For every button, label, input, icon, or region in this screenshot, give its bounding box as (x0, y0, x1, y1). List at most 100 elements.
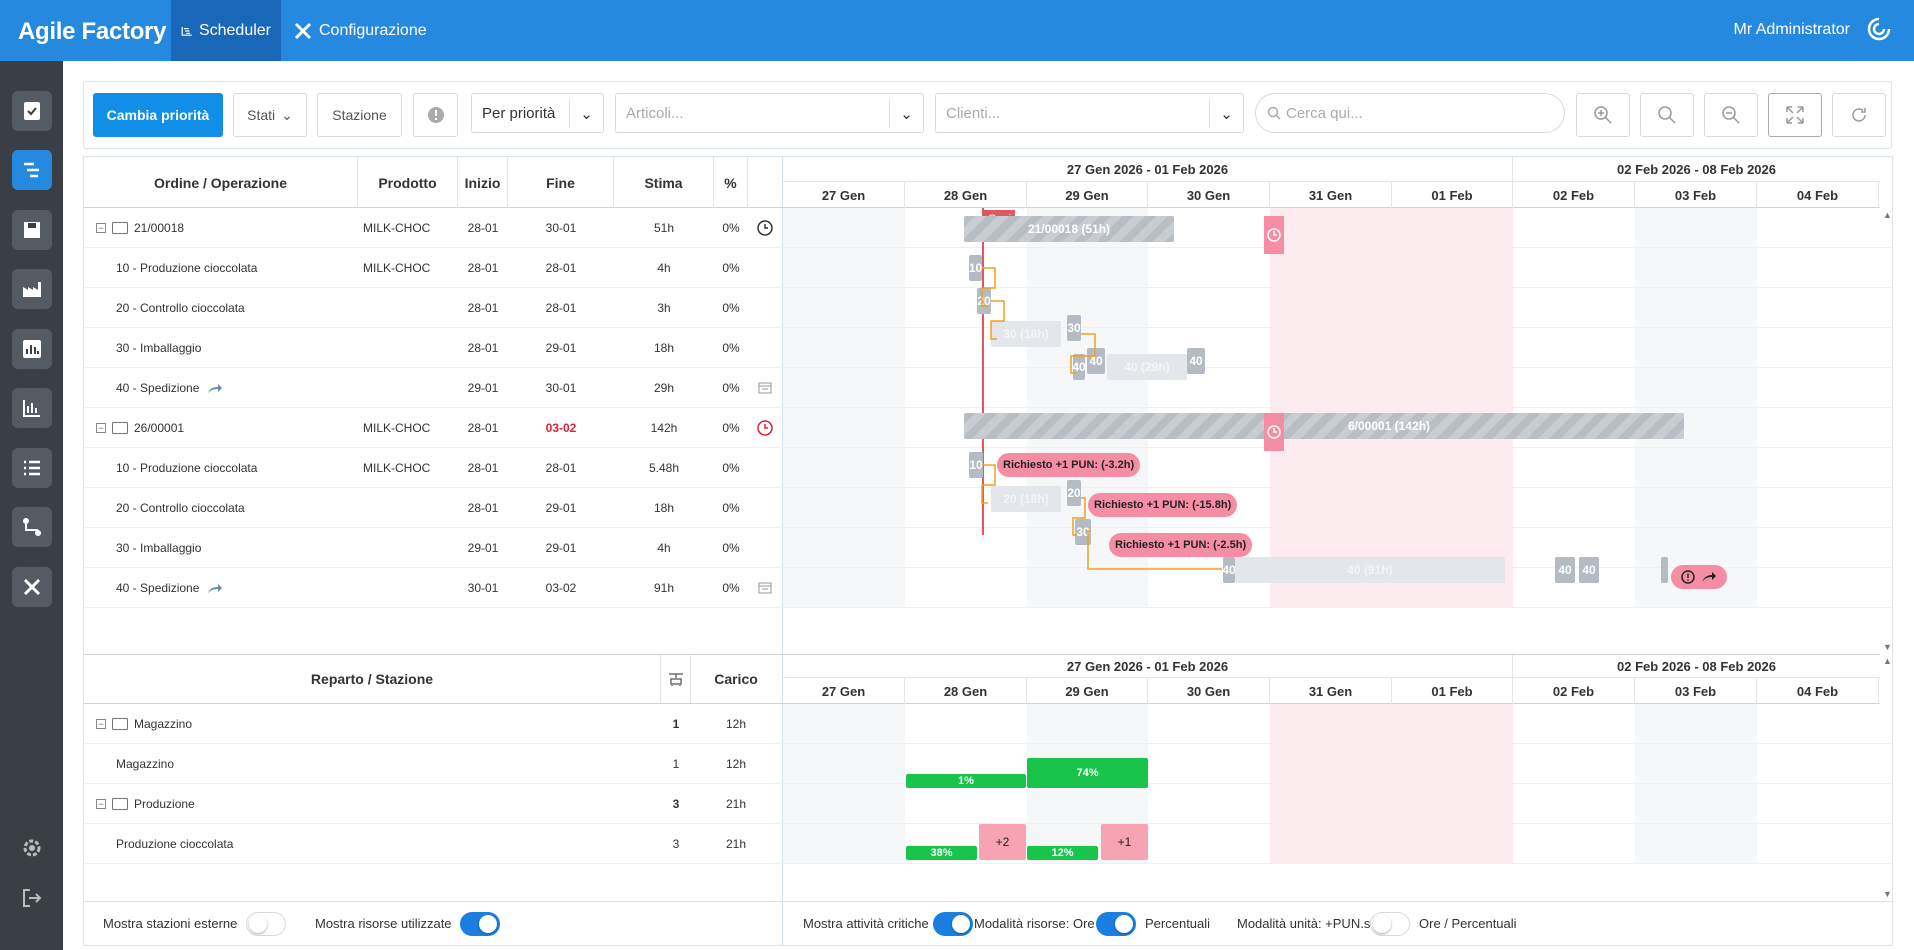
header-machine[interactable] (661, 655, 691, 703)
calendar-icon[interactable] (748, 368, 782, 408)
zoom-in-button[interactable] (1576, 93, 1630, 137)
operation-row[interactable]: 30 - Imballaggio 28-01 29-01 18h 0% (84, 328, 783, 368)
sidebar-item-tools[interactable] (12, 567, 52, 607)
department-row[interactable]: − Produzione 3 21h (84, 784, 783, 824)
station-row[interactable]: Produzione cioccolata 3 21h (84, 824, 783, 864)
op-bar[interactable]: 40 (1073, 354, 1085, 380)
search-input[interactable]: Cerca qui... (1255, 93, 1565, 133)
settings-button[interactable] (18, 834, 46, 862)
calendar-icon[interactable] (748, 568, 782, 608)
order-row[interactable]: − 21/00018 MILK-CHOC 28-01 30-01 51h 0% (84, 208, 783, 248)
sort-select[interactable]: Per priorità ⌄ (471, 93, 604, 133)
scheduler-icon (181, 26, 192, 36)
header-reparto[interactable]: Reparto / Stazione (84, 655, 661, 703)
op-bar[interactable] (1661, 557, 1668, 583)
toggle-risorse[interactable] (460, 912, 500, 936)
articoli-select[interactable]: Articoli... ⌄ (615, 93, 924, 133)
order-row[interactable]: − 26/00001 MILK-CHOC 28-01 03-02 142h 0% (84, 408, 783, 448)
operation-row[interactable]: 40 - Spedizione 30-01 03-02 91h 0% (84, 568, 783, 608)
tab-configurazione[interactable]: Configurazione (283, 0, 437, 61)
load-bar[interactable]: 12% (1027, 846, 1098, 860)
op-bar[interactable]: 20 (977, 288, 991, 314)
op-bar[interactable]: 20 (1067, 480, 1081, 506)
operation-row[interactable]: 10 - Produzione cioccolata MILK-CHOC 28-01… (84, 448, 783, 488)
toggle-modalita-unita[interactable] (1370, 912, 1410, 936)
op-bar[interactable]: 10 (969, 255, 982, 281)
header-fine[interactable]: Fine (508, 157, 614, 208)
zoom-out-button[interactable] (1704, 93, 1758, 137)
collapse-icon[interactable]: − (96, 799, 106, 809)
sidebar-item-list[interactable] (12, 448, 52, 488)
alert-button[interactable] (413, 93, 458, 137)
sidebar-item-save[interactable] (12, 210, 52, 250)
operation-row[interactable]: 30 - Imballaggio 29-01 29-01 4h 0% (84, 528, 783, 568)
op-bar[interactable]: 40 (91h) (1235, 557, 1505, 583)
fine-cell: 29-01 (545, 341, 577, 355)
stima-cell: 18h (653, 341, 675, 355)
header-stima[interactable]: Stima (614, 157, 714, 208)
overload-bar[interactable]: +2 (979, 824, 1026, 860)
op-bar[interactable]: 30 (1075, 519, 1091, 545)
user-name[interactable]: Mr Administrator (1733, 21, 1850, 38)
warning-tag[interactable]: Richiesto +1 PUN: (-3.2h) (997, 453, 1141, 477)
operation-row[interactable]: 10 - Produzione cioccolata MILK-CHOC 28-01… (84, 248, 783, 288)
op-bar[interactable]: 10 (969, 452, 983, 478)
op-bar[interactable]: 40 (1579, 557, 1599, 583)
order-bar-21-00018[interactable]: 21/00018 (51h) (964, 216, 1174, 242)
change-priority-button[interactable]: Cambia priorità (93, 93, 223, 137)
clienti-select[interactable]: Clienti... ⌄ (935, 93, 1244, 133)
op-bar[interactable]: 40 (1223, 557, 1235, 583)
sidebar-item-reports[interactable] (12, 329, 52, 369)
sidebar-item-analytics[interactable] (12, 388, 52, 428)
operation-row[interactable]: 20 - Controllo cioccolata 28-01 28-01 3h 0% (84, 288, 783, 328)
refresh-button[interactable] (1832, 93, 1886, 137)
toggle-modalita-risorse[interactable] (1096, 912, 1136, 936)
sidebar-item-flow[interactable] (12, 507, 52, 547)
load-bar[interactable]: 74% (1027, 758, 1148, 788)
stati-button[interactable]: Stati ⌄ (233, 93, 307, 137)
zoom-reset-button[interactable] (1640, 93, 1694, 137)
warning-tag[interactable]: Richiesto +1 PUN: (-15.8h) (1088, 493, 1238, 517)
late-badge[interactable] (1671, 565, 1727, 589)
header-inizio[interactable]: Inizio (458, 157, 508, 208)
sidebar-item-factory[interactable] (12, 269, 52, 309)
header-prodotto[interactable]: Prodotto (358, 157, 458, 208)
warning-tag[interactable]: Richiesto +1 PUN: (-2.5h) (1109, 533, 1253, 557)
operation-row[interactable]: 40 - Spedizione 29-01 30-01 29h 0% (84, 368, 783, 408)
op-bar[interactable]: 30 (1067, 315, 1081, 341)
station-row[interactable]: Magazzino 1 12h (84, 744, 783, 784)
logout-button[interactable] (18, 884, 46, 912)
op-bar[interactable]: 40 (29h) (1107, 354, 1187, 380)
sidebar-item-tasks[interactable] (12, 91, 52, 131)
op-bar[interactable]: 40 (1187, 348, 1205, 374)
deadline-marker[interactable] (1264, 413, 1284, 451)
op-bar[interactable]: 40 (1555, 557, 1575, 583)
toggle-esterne[interactable] (246, 912, 286, 936)
header-carico[interactable]: Carico (714, 671, 758, 687)
operation-row[interactable]: 20 - Controllo cioccolata 28-01 29-01 18h 0% (84, 488, 783, 528)
day-header: 30 Gen (1148, 678, 1270, 704)
collapse-icon[interactable]: − (96, 719, 106, 729)
header-perc[interactable]: % (714, 157, 748, 208)
deadline-marker[interactable] (1264, 216, 1284, 254)
department-row[interactable]: − Magazzino 1 12h (84, 704, 783, 744)
scrollbar-lower[interactable]: ▲ ▼ (1883, 656, 1892, 899)
op-bar[interactable]: 30 (18h) (991, 321, 1061, 347)
order-bar-26-00001[interactable]: 6/00001 (142h) (964, 413, 1684, 439)
overload-bar[interactable]: +1 (1101, 824, 1148, 860)
fit-button[interactable] (1768, 93, 1822, 137)
load-bar[interactable]: 38% (906, 846, 977, 860)
sidebar-item-scheduler[interactable] (12, 150, 52, 190)
main-content: Cambia priorità Stati ⌄ Stazione Per prio… (63, 61, 1914, 950)
header-ordine[interactable]: Ordine / Operazione (84, 157, 358, 208)
collapse-icon[interactable]: − (96, 423, 106, 433)
collapse-icon[interactable]: − (96, 223, 106, 233)
load-bar[interactable]: 1% (906, 774, 1026, 788)
op-bar[interactable]: 20 (18h) (991, 486, 1061, 512)
toggle-critiche[interactable] (933, 912, 973, 936)
tab-scheduler[interactable]: Scheduler (171, 0, 281, 61)
scrollbar-upper[interactable]: ▲ ▼ (1883, 210, 1892, 652)
stazione-button[interactable]: Stazione (317, 93, 402, 137)
station-name-cell: − Produzione (96, 784, 656, 824)
op-bar[interactable]: 40 (1087, 348, 1105, 374)
